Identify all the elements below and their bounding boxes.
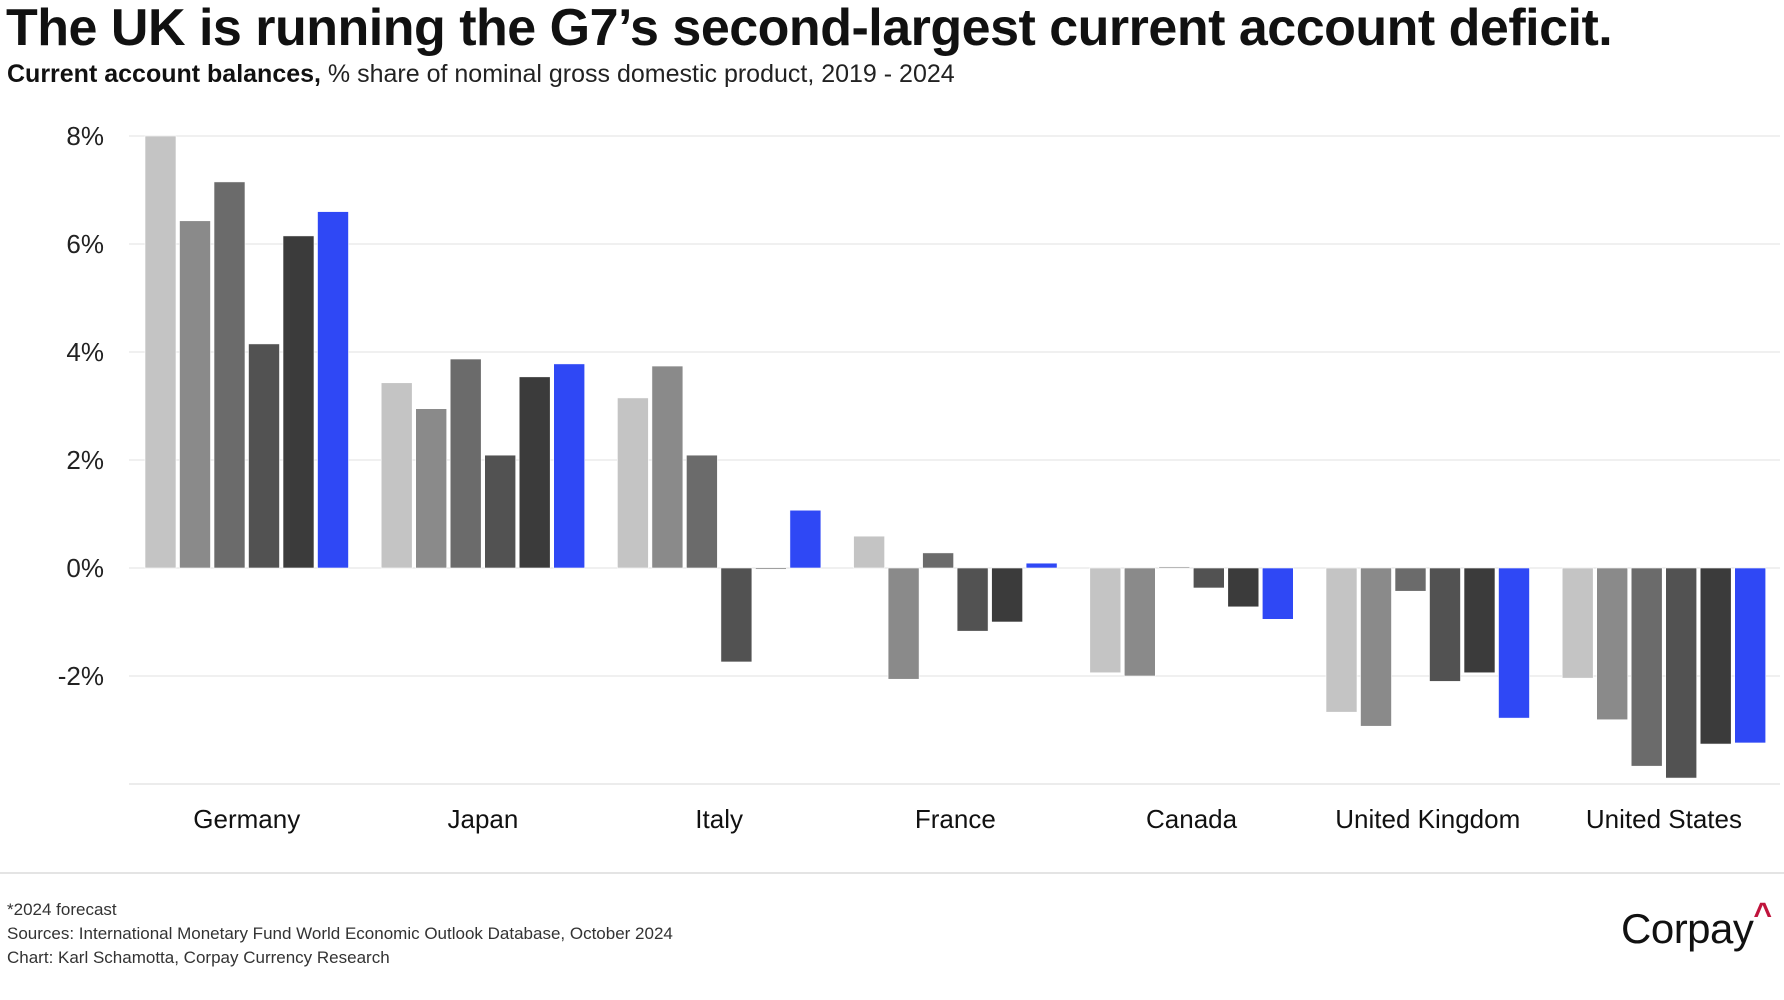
y-tick-label: 8% [66, 121, 104, 151]
y-axis: 8% 6% 4% 2% 0% -2% [58, 121, 104, 691]
bar-united-kingdom-2020 [1360, 567, 1392, 727]
bar-united-kingdom-2019 [1325, 567, 1358, 713]
chart-title: The UK is running the G7’s second-larges… [6, 0, 1613, 57]
bar-italy-2020 [651, 365, 684, 569]
x-tick-label: France [915, 804, 996, 834]
corpay-logo: Corpay^ [1621, 896, 1772, 953]
bar-united-kingdom-2024 [1498, 567, 1530, 719]
forecast-note: *2024 forecast [7, 900, 117, 919]
bar-germany-2020 [179, 220, 211, 569]
logo-text: Corpay [1621, 905, 1754, 952]
gridlines [129, 135, 1780, 785]
sources-note: Sources: International Monetary Fund Wor… [7, 924, 673, 943]
bar-japan-2019 [380, 382, 413, 569]
x-tick-label: Germany [193, 804, 300, 834]
x-tick-label: United Kingdom [1335, 804, 1520, 834]
bar-japan-2021 [449, 358, 482, 569]
bar-italy-2021 [686, 454, 718, 569]
bar-france-2020 [887, 567, 920, 680]
bar-germany-2021 [213, 181, 246, 569]
bar-canada-2023 [1227, 567, 1260, 608]
bar-united-states-2019 [1561, 567, 1594, 679]
bar-canada-2020 [1124, 567, 1156, 677]
x-axis: Germany Japan Italy France Canada United King… [193, 804, 1742, 834]
bar-france-2024 [1025, 562, 1058, 569]
bar-france-2023 [991, 567, 1023, 623]
chart-subtitle: Current account balances, % share of nom… [7, 60, 955, 89]
bar-france-2019 [853, 535, 885, 569]
bars [144, 135, 1766, 779]
bar-united-states-2022 [1665, 567, 1697, 779]
bar-canada-2021 [1158, 566, 1191, 569]
subtitle-rest: % share of nominal gross domestic produc… [320, 60, 955, 88]
bar-canada-2019 [1089, 567, 1122, 674]
x-tick-label: United States [1586, 804, 1742, 834]
y-tick-label: 4% [66, 337, 104, 367]
bar-italy-2022 [720, 567, 753, 663]
bar-germany-2024 [317, 211, 349, 569]
credit-note: Chart: Karl Schamotta, Corpay Currency R… [7, 948, 390, 967]
x-tick-label: Italy [695, 804, 743, 834]
y-tick-label: 2% [66, 445, 104, 475]
subtitle-bold: Current account balances, [7, 60, 321, 88]
bar-united-kingdom-2022 [1429, 567, 1461, 682]
bar-canada-2022 [1193, 567, 1225, 589]
bar-germany-2023 [282, 235, 315, 569]
bar-united-states-2024 [1734, 567, 1766, 744]
bar-germany-2019 [144, 135, 177, 569]
x-tick-label: Canada [1146, 804, 1238, 834]
bar-italy-2023 [755, 567, 787, 570]
bar-france-2021 [922, 552, 954, 569]
bar-united-kingdom-2023 [1463, 567, 1496, 674]
y-tick-label: 6% [66, 229, 104, 259]
x-tick-label: Japan [448, 804, 519, 834]
bar-germany-2022 [248, 343, 280, 569]
bar-united-kingdom-2021 [1394, 567, 1427, 592]
logo-caret-icon: ^ [1753, 896, 1772, 932]
footer-divider [0, 872, 1784, 874]
bar-italy-2019 [617, 397, 649, 569]
bar-japan-2022 [484, 454, 517, 569]
bar-united-states-2023 [1699, 567, 1732, 745]
bar-canada-2024 [1262, 567, 1294, 620]
bar-united-states-2020 [1596, 567, 1628, 721]
bar-france-2022 [956, 567, 989, 632]
bar-united-states-2021 [1630, 567, 1663, 767]
bar-japan-2020 [415, 408, 448, 569]
footer-notes: *2024 forecast Sources: International Mo… [7, 898, 673, 970]
bar-chart: 8% 6% 4% 2% 0% -2% Germany Japan Italy France Can… [58, 121, 1780, 834]
y-tick-label: 0% [66, 553, 104, 583]
bar-japan-2023 [518, 376, 551, 569]
bar-italy-2024 [789, 509, 822, 569]
bar-japan-2024 [553, 363, 586, 569]
y-tick-label: -2% [58, 661, 104, 691]
